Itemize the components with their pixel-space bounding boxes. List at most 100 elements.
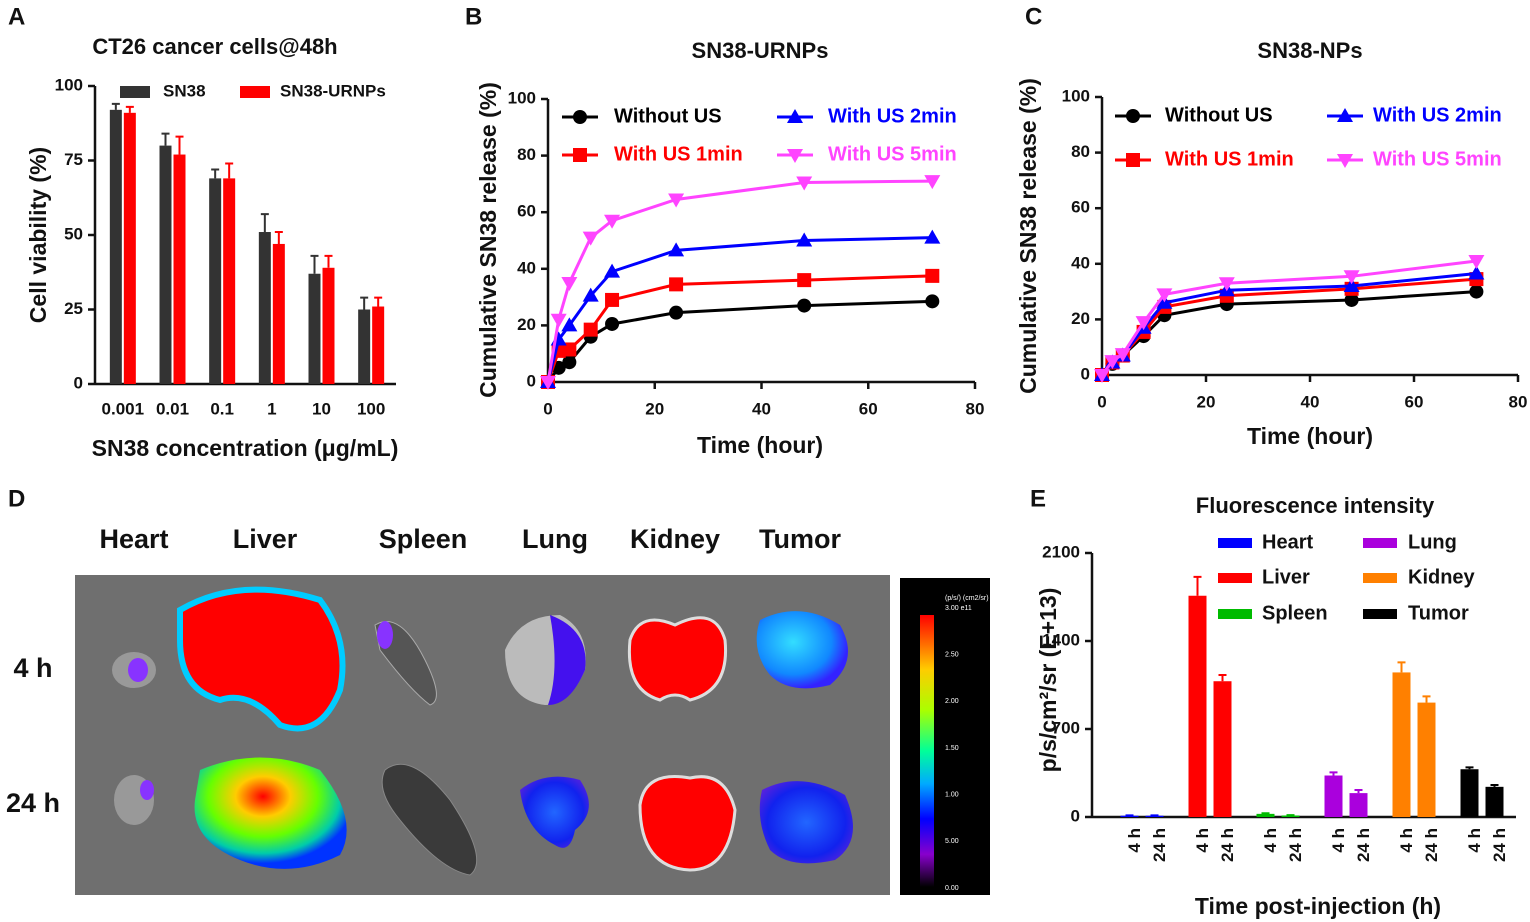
organ-tumor-24h (759, 781, 853, 864)
marker (1218, 277, 1235, 292)
chart-title: SN38-URNPs (692, 38, 829, 63)
x-axis-label: Time (hour) (1247, 423, 1373, 449)
error-bar (1397, 661, 1406, 673)
y-tick-label: 80 (1071, 142, 1090, 161)
bar (1256, 813, 1275, 817)
error-bar (324, 254, 333, 268)
x-tick-label: 60 (1405, 392, 1424, 411)
marker (787, 149, 803, 163)
bar (1188, 595, 1207, 817)
marker (796, 176, 813, 191)
legend-swatch (1218, 538, 1252, 548)
legend-label: With US 2min (1373, 104, 1502, 126)
marker (1126, 153, 1140, 167)
x-tick-label: 4 h (1465, 828, 1484, 853)
x-tick-label: 20 (1197, 392, 1216, 411)
marker (1344, 292, 1359, 307)
line (546, 299, 933, 383)
organ-liver-24h (194, 757, 347, 869)
error-bar (1329, 771, 1338, 776)
colorbar (920, 615, 934, 887)
bar (258, 232, 271, 384)
marker (562, 355, 577, 370)
y-tick-label: 0 (1071, 806, 1080, 825)
marker (573, 148, 587, 162)
legend-swatch (1363, 609, 1397, 619)
bar (358, 309, 371, 384)
legend-label: With US 2min (828, 105, 957, 127)
y-tick-label: 100 (508, 88, 536, 107)
error-bar (111, 102, 120, 110)
x-tick-label: 10 (312, 399, 331, 418)
x-tick-label: 0.01 (156, 399, 189, 418)
marker (605, 316, 620, 331)
legend-label: With US 1min (614, 143, 743, 165)
bar (173, 154, 186, 384)
x-tick-label: 24 h (1490, 828, 1509, 862)
y-tick-label: 0 (74, 373, 83, 392)
bar (1460, 769, 1479, 817)
x-tick-label: 24 h (1150, 828, 1169, 862)
legend-label: Lung (1408, 531, 1457, 553)
bar (1324, 775, 1343, 817)
marker (797, 298, 812, 313)
x-tick-label: 80 (966, 399, 985, 418)
bar (1145, 815, 1164, 817)
signal (377, 621, 393, 649)
error-bar (125, 105, 134, 113)
marker (573, 110, 587, 124)
marker (1156, 288, 1173, 303)
marker (669, 277, 684, 292)
x-axis-label: SN38 concentration (μg/mL) (92, 435, 399, 461)
error-bar (175, 135, 184, 155)
bar (123, 112, 136, 384)
y-tick-label: 700 (1052, 718, 1080, 737)
marker (1468, 265, 1485, 280)
error-bar (1218, 673, 1227, 682)
marker (561, 317, 578, 332)
error-bar (225, 162, 234, 179)
bar (209, 178, 222, 384)
marker (1126, 109, 1140, 123)
row-label: 24 h (6, 788, 60, 818)
marker (668, 242, 685, 257)
y-tick-label: 40 (517, 258, 536, 277)
colorbar-label: 5.00 (945, 838, 959, 845)
organ-label: Lung (522, 524, 588, 554)
line (546, 179, 933, 383)
legend-swatch (1363, 538, 1397, 548)
x-tick-label: 4 h (1261, 828, 1280, 853)
bar (272, 243, 285, 384)
x-tick-label: 0.001 (102, 399, 145, 418)
marker (582, 287, 599, 302)
bar (1281, 815, 1300, 817)
marker (1337, 108, 1353, 122)
legend-label: With US 5min (828, 143, 957, 165)
colorbar-label: 2.50 (945, 652, 959, 659)
y-axis-label: p/s/cm²/sr (E+13) (1035, 588, 1061, 773)
y-tick-label: 1400 (1042, 630, 1080, 649)
legend-label: With US 5min (1373, 148, 1502, 170)
marker (550, 313, 567, 328)
panel-letter: C (1025, 3, 1042, 30)
bar (1213, 681, 1232, 817)
signal (548, 615, 586, 705)
marker (582, 231, 599, 246)
x-tick-label: 20 (645, 399, 664, 418)
organ-tumor-4h (756, 611, 848, 689)
marker (562, 342, 577, 357)
chart-title: Fluorescence intensity (1196, 493, 1435, 518)
organ-lung-24h (520, 776, 589, 848)
marker (1135, 316, 1152, 331)
marker (1468, 255, 1485, 270)
x-tick-label: 4 h (1193, 828, 1212, 853)
error-bar (1490, 783, 1499, 787)
y-tick-label: 80 (517, 145, 536, 164)
y-tick-label: 0 (1081, 364, 1090, 383)
y-tick-label: 25 (64, 299, 83, 318)
x-tick-label: 100 (357, 399, 385, 418)
chart-title: SN38-NPs (1257, 38, 1362, 63)
marker (924, 175, 941, 190)
legend-label: Spleen (1262, 602, 1328, 624)
